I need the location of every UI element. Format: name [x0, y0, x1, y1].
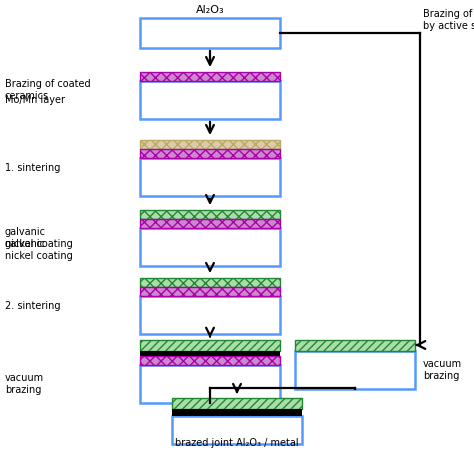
Text: vacuum
brazing: vacuum brazing: [5, 373, 44, 395]
Text: Brazing of ceramics
by active solder: Brazing of ceramics by active solder: [423, 9, 474, 31]
Bar: [140, 72, 280, 81]
Bar: [140, 81, 280, 119]
Bar: [140, 278, 280, 287]
Bar: [295, 340, 415, 351]
Text: Brazing of coated
ceramics: Brazing of coated ceramics: [5, 79, 91, 101]
Text: 2. sintering: 2. sintering: [5, 301, 61, 311]
Text: galvanic
nickel coating: galvanic nickel coating: [5, 227, 73, 249]
Text: Mo/Mn layer: Mo/Mn layer: [5, 95, 65, 105]
Text: galvanic
nickel coating: galvanic nickel coating: [5, 239, 73, 261]
Bar: [140, 287, 280, 296]
Bar: [172, 409, 302, 416]
Bar: [140, 210, 280, 219]
Bar: [140, 296, 280, 334]
Bar: [295, 351, 415, 389]
Bar: [140, 356, 280, 365]
Bar: [172, 398, 302, 409]
Bar: [140, 149, 280, 158]
Bar: [140, 158, 280, 196]
Bar: [172, 416, 302, 444]
Text: 1. sintering: 1. sintering: [5, 163, 60, 173]
Bar: [140, 340, 280, 351]
Text: vacuum
brazing: vacuum brazing: [423, 359, 462, 381]
Text: brazed joint Al₂O₃ / metal: brazed joint Al₂O₃ / metal: [175, 438, 299, 448]
Text: Al₂O₃: Al₂O₃: [196, 5, 224, 15]
Bar: [140, 351, 280, 356]
Bar: [140, 228, 280, 266]
Bar: [140, 18, 280, 48]
Bar: [140, 365, 280, 403]
Bar: [140, 219, 280, 228]
Bar: [140, 140, 280, 149]
